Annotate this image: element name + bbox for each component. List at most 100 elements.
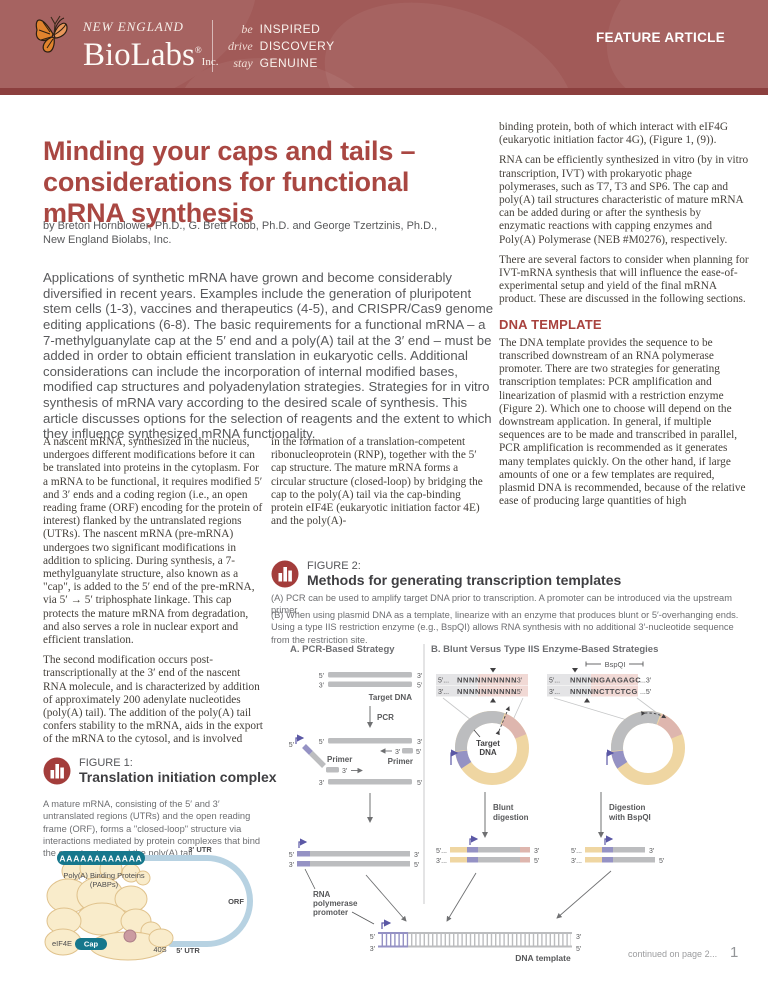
byline: by Breton Hornblower, Ph.D., G. Brett Ro… xyxy=(43,219,437,247)
body-column-middle: in the formation of a translation-compet… xyxy=(271,436,485,535)
panel-a-title: A. PCR-Based Strategy xyxy=(290,644,395,655)
polya-tail-pill xyxy=(57,851,145,865)
panel-b-enzyme-strategies: BspQI 5′... 3′... ...3′ ...5′ NNNNNNNNNN… xyxy=(436,660,685,865)
prime-label: 5′ xyxy=(416,749,422,756)
tagline-word: INSPIRED xyxy=(259,22,321,36)
prime-label: 3′ xyxy=(534,848,540,855)
promoter-arrow-icon xyxy=(298,838,308,848)
prime-label: 5′... xyxy=(436,848,447,855)
sequence-text: NNNNNNNNNN xyxy=(457,676,517,685)
rna-polymerase-promoter-callout: RNA polymerase promoter xyxy=(304,868,375,925)
primer-label: Primer xyxy=(388,757,413,766)
bspqi-bracket xyxy=(585,661,644,667)
prime-label: 3′ xyxy=(319,683,325,690)
neb-butterfly-icon xyxy=(35,15,68,53)
prime-label: 3′... xyxy=(571,858,582,865)
figure2-caption-b: (B) When using plasmid DNA as a template… xyxy=(271,610,739,645)
tagline: be INSPIRED drive DISCOVERY stay GENUINE xyxy=(228,22,335,71)
figure2-caption-a: (A) PCR can be used to amplify target DN… xyxy=(271,593,732,616)
plasmid-target-dna-label: Target xyxy=(476,739,500,748)
section-heading-dna-template: DNA TEMPLATE xyxy=(499,316,602,332)
polya-sequence-label: AAAAAAAAAAAA xyxy=(59,854,142,864)
body-column-right: binding protein, both of which interact … xyxy=(499,121,749,515)
byline-line: New England Biolabs, Inc. xyxy=(43,234,172,246)
promoter-arrow-icon xyxy=(469,835,479,845)
paragraph: in the formation of a translation-compet… xyxy=(271,436,483,528)
prime-label: 5′ xyxy=(576,946,582,953)
ribosome-40s-label: 40S xyxy=(153,945,166,954)
figure1-heading: FIGURE 1: Translation initiation complex xyxy=(43,757,277,785)
sequence-text: NNNNNCTTCTCG xyxy=(570,687,638,696)
pcr-product-duplex: 5′ 3′ 3′ 5′ xyxy=(289,838,420,869)
prime-label: 3′ xyxy=(417,739,423,746)
utr3-label: 3′ UTR xyxy=(188,845,212,854)
figure2-label: FIGURE 2: xyxy=(307,560,361,572)
tagline-word: GENUINE xyxy=(259,56,318,70)
feature-article-label: FEATURE ARTICLE xyxy=(596,30,725,45)
continued-note: continued on page 2... xyxy=(628,949,718,959)
prime-label: ...3′ xyxy=(640,678,652,685)
pabp-label: (PABPs) xyxy=(90,880,119,889)
rna-pol-promoter-label: RNA xyxy=(313,890,331,899)
cut-site-mark xyxy=(572,668,578,673)
prime-label: 3′... xyxy=(438,689,449,696)
promoter-arrow-icon xyxy=(295,734,305,744)
rna-pol-promoter-label: promoter xyxy=(313,908,348,917)
tagline-word: DISCOVERY xyxy=(259,39,335,53)
prime-label: 3′ xyxy=(417,673,423,680)
dna-template-ladder: 5′ 3′ 3′ 5′ DNA template xyxy=(370,919,582,963)
reverse-primer-bar xyxy=(402,748,413,754)
orf-label: ORF xyxy=(228,897,244,906)
pabp-label: Poly(A) Binding Proteins xyxy=(63,871,145,880)
prime-label: 3′... xyxy=(549,689,560,696)
target-dna-label: Target DNA xyxy=(369,693,413,702)
byline-line: by Breton Hornblower, Ph.D., G. Brett Ro… xyxy=(43,220,438,232)
registered-mark: ® xyxy=(194,45,202,55)
rna-pol-promoter-label: polymerase xyxy=(313,899,358,908)
bspqi-label: BspQI xyxy=(605,660,626,669)
brand-inc: Inc. xyxy=(201,56,219,68)
prime-label: 3′ xyxy=(414,852,420,859)
prime-label: 5′ xyxy=(414,862,420,869)
figure2-diagram: A. PCR-Based Strategy B. Blunt Versus Ty… xyxy=(289,644,685,963)
brand-new-england: NEW ENGLAND xyxy=(83,19,184,34)
blunt-digestion-label: digestion xyxy=(493,813,529,822)
panel-a-pcr-strategy: 5′ 3′ 3′ 5′ Target DNA PCR 5′ 3′ 3′ 5′ P… xyxy=(289,672,423,925)
figure2-title: Methods for generating transcription tem… xyxy=(307,572,622,588)
plasmid-target-dna-label: DNA xyxy=(479,748,497,757)
intro-paragraph: Applications of synthetic mRNA have grow… xyxy=(43,270,494,442)
bspqi-digestion-label: with BspQI xyxy=(608,813,651,822)
prime-label: 3′ xyxy=(319,780,325,787)
forward-primer-promoter-segment xyxy=(302,744,313,755)
header-divider xyxy=(212,20,213,72)
paragraph: The second modification occurs post-tran… xyxy=(43,654,263,746)
tagline-pre: be xyxy=(241,22,253,36)
prime-label: ...3′ xyxy=(511,678,523,685)
figure1-diagram: AAAAAAAAAAAA Cap Poly(A) Binding Protein… xyxy=(44,845,253,961)
page-title: Minding your caps and tails – considerat… xyxy=(43,136,416,229)
plasmid-bspqi xyxy=(606,711,685,785)
masthead: NEW ENGLAND BioLabs®Inc. be INSPIRED dri… xyxy=(0,0,768,95)
plasmid-blunt: Target DNA xyxy=(450,706,529,785)
linearized-bspqi-product: 5′... 3′ 3′... 5′ xyxy=(571,835,665,865)
prime-label: 3′ xyxy=(289,862,295,869)
prime-label: 5′ xyxy=(417,780,423,787)
promoter-arrow-icon xyxy=(381,919,392,929)
prime-label: 5′... xyxy=(571,848,582,855)
decorative-blob xyxy=(576,0,768,95)
promoter-arrow-icon xyxy=(604,835,614,845)
prime-label: 5′ xyxy=(289,742,295,749)
figure1-label: FIGURE 1: xyxy=(79,757,133,769)
header-accent-strip xyxy=(0,88,768,95)
prime-label: 5′... xyxy=(438,678,449,685)
met-trna-dot xyxy=(123,929,137,943)
paragraph: A nascent mRNA, synthesized in the nucle… xyxy=(43,436,263,647)
prime-label: 5′ xyxy=(370,934,376,941)
convergence-arrows xyxy=(365,870,612,922)
prime-label: 3′ xyxy=(370,946,376,953)
figure-chart-icon xyxy=(43,757,71,785)
primer-label: Primer xyxy=(327,755,352,764)
prime-label: 5′ xyxy=(319,673,325,680)
forward-primer-3end xyxy=(326,767,339,773)
prime-label: 3′ xyxy=(395,749,401,756)
